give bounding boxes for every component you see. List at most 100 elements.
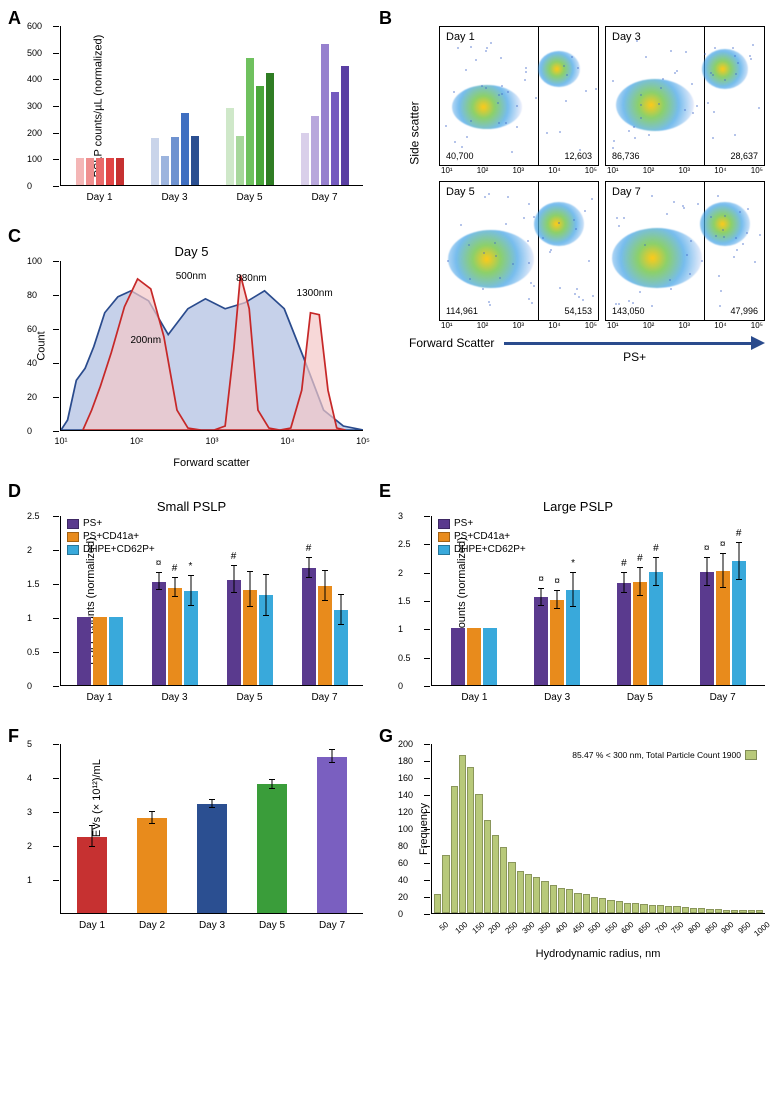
hist-bin bbox=[698, 908, 705, 913]
panel-E: E Large PSLP PSLP counts (normalized) PS… bbox=[379, 481, 765, 714]
bar bbox=[331, 92, 339, 185]
panel-F: F Number of PEVs (× 10¹²)/mL 12345Day 1D… bbox=[8, 726, 363, 960]
chart-D: PSLP counts (normalized) PS+PS+CD41a+DHP… bbox=[60, 516, 363, 686]
legend-item: PS+ bbox=[67, 518, 155, 529]
flow-plot: Day 7143,05047,996 bbox=[605, 181, 765, 321]
chart-C: Count 02040608010010¹10²10³10⁴10⁵200nm50… bbox=[60, 261, 363, 431]
bar bbox=[451, 628, 465, 685]
bar: # bbox=[617, 583, 631, 685]
bar bbox=[96, 158, 104, 185]
bar bbox=[301, 133, 309, 185]
hist-bin bbox=[541, 881, 548, 913]
panel-label-E: E bbox=[379, 481, 391, 502]
hist-bin bbox=[525, 874, 532, 913]
bar bbox=[483, 628, 497, 685]
bar bbox=[76, 158, 84, 185]
bar: * bbox=[566, 590, 580, 685]
chart-A: PSLP counts/µL (normalized) 010020030040… bbox=[60, 26, 363, 186]
hist-bin bbox=[607, 900, 614, 913]
bar bbox=[256, 86, 264, 185]
annotation: 500nm bbox=[176, 271, 207, 282]
bar bbox=[334, 610, 348, 685]
xlabel-G: Hydrodynamic radius, nm bbox=[431, 948, 765, 960]
panel-B: B Side scatter Day 140,70012,60310¹10²10… bbox=[379, 8, 765, 469]
bar: # bbox=[633, 582, 647, 685]
bar: # bbox=[168, 588, 182, 685]
bar bbox=[161, 156, 169, 185]
ps-arrow: PS+ bbox=[504, 338, 765, 348]
ps-label: PS+ bbox=[623, 350, 646, 364]
hist-bin bbox=[706, 909, 713, 913]
panel-label-A: A bbox=[8, 8, 21, 29]
hist-bin bbox=[690, 908, 697, 913]
hist-bin bbox=[484, 820, 491, 914]
hist-bin bbox=[500, 847, 507, 913]
hist-bin bbox=[599, 898, 606, 913]
legend-item: DHPE+CD62P+ bbox=[438, 544, 526, 555]
flow-plot: Day 5114,96154,153 bbox=[439, 181, 599, 321]
hist-bin bbox=[756, 910, 763, 913]
legend-item: PS+ bbox=[438, 518, 526, 529]
bar bbox=[181, 113, 189, 185]
bar bbox=[236, 136, 244, 185]
hist-bin bbox=[451, 786, 458, 914]
panel-label-F: F bbox=[8, 726, 19, 747]
bar bbox=[321, 44, 329, 185]
bar bbox=[191, 136, 199, 185]
bar: # bbox=[732, 561, 746, 685]
annotation: 200nm bbox=[130, 335, 161, 346]
hist-bin bbox=[723, 910, 730, 913]
xlabel-C: Forward scatter bbox=[60, 457, 363, 469]
hist-bin bbox=[624, 903, 631, 913]
forward-scatter-row: Forward Scatter PS+ bbox=[409, 336, 765, 350]
bar bbox=[226, 108, 234, 185]
panel-A: A PSLP counts/µL (normalized) 0100200300… bbox=[8, 8, 363, 214]
hist-bin bbox=[558, 888, 565, 914]
hist-bin bbox=[640, 904, 647, 913]
bar bbox=[467, 628, 481, 685]
bar bbox=[259, 595, 273, 685]
hist-bin bbox=[442, 855, 449, 913]
hist-bin bbox=[748, 910, 755, 913]
hist-bin bbox=[459, 755, 466, 913]
hist-bin bbox=[673, 906, 680, 913]
legend-item: PS+CD41a+ bbox=[67, 531, 155, 542]
bar bbox=[77, 617, 91, 685]
bar bbox=[317, 757, 347, 913]
hist-bin bbox=[574, 893, 581, 913]
bar bbox=[266, 73, 274, 185]
ylabel-A: PSLP counts/µL (normalized) bbox=[92, 34, 104, 177]
bar bbox=[109, 617, 123, 685]
hist-bin bbox=[649, 905, 656, 914]
hist-bin bbox=[508, 862, 515, 913]
bar bbox=[197, 804, 227, 913]
hist-bin bbox=[731, 910, 738, 913]
chart-G: Frequency 85.47 % < 300 nm, Total Partic… bbox=[431, 744, 765, 914]
flow-plot: Day 386,73628,637 bbox=[605, 26, 765, 166]
hist-bin bbox=[591, 897, 598, 913]
bar bbox=[93, 617, 107, 685]
title-E: Large PSLP bbox=[391, 499, 765, 514]
hist-bin bbox=[739, 910, 746, 913]
panel-label-B: B bbox=[379, 8, 392, 29]
annotation: 880nm bbox=[236, 273, 267, 284]
flow-grid: Day 140,70012,60310¹10²10³10⁴10⁵Day 386,… bbox=[439, 26, 765, 330]
figure-grid: A PSLP counts/µL (normalized) 0100200300… bbox=[8, 8, 765, 960]
bar: * bbox=[184, 591, 198, 685]
hist-bin bbox=[517, 871, 524, 914]
bar bbox=[171, 137, 179, 185]
hist-bin bbox=[467, 767, 474, 913]
hist-bin bbox=[715, 909, 722, 913]
title-C: Day 5 bbox=[20, 244, 363, 259]
ylabel-C: Count bbox=[36, 331, 48, 360]
bar bbox=[257, 784, 287, 913]
bar: ¤ bbox=[700, 572, 714, 685]
hist-bin bbox=[583, 894, 590, 913]
bar: ¤ bbox=[534, 597, 548, 685]
hist-bin bbox=[434, 894, 441, 913]
bar bbox=[318, 586, 332, 685]
panel-C: C Day 5 Count 02040608010010¹10²10³10⁴10… bbox=[8, 226, 363, 469]
chart-F: Number of PEVs (× 10¹²)/mL 12345Day 1Day… bbox=[60, 744, 363, 914]
flow-plot: Day 140,70012,603 bbox=[439, 26, 599, 166]
hist-bin bbox=[632, 903, 639, 913]
